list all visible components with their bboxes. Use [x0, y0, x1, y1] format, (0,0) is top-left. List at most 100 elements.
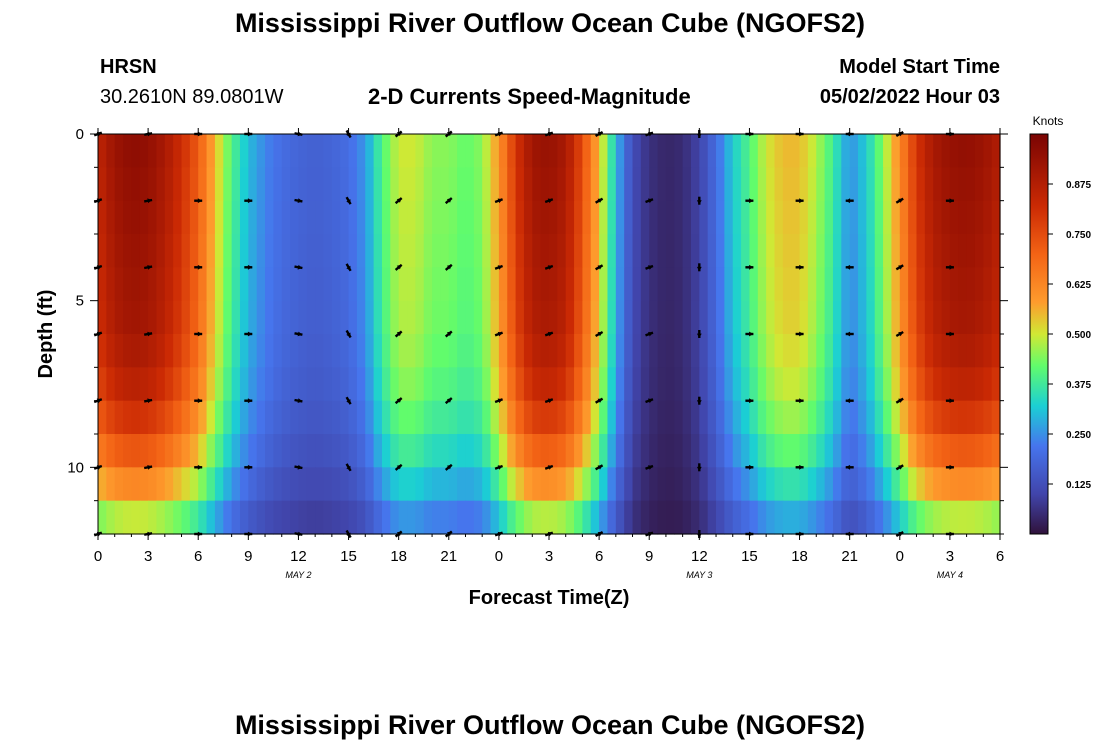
- heatmap-cell: [156, 200, 166, 235]
- heatmap-cell: [782, 200, 792, 235]
- heatmap-cell: [807, 167, 817, 202]
- heatmap-cell: [724, 400, 734, 435]
- heatmap-cell: [273, 467, 283, 502]
- heatmap-cell: [774, 467, 784, 502]
- heatmap-cell: [256, 300, 266, 335]
- heatmap-cell: [649, 300, 659, 335]
- heatmap-cell: [331, 334, 341, 368]
- current-vector: [444, 263, 453, 271]
- heatmap-cell: [983, 400, 993, 435]
- heatmap-cell: [398, 300, 408, 335]
- heatmap-cell: [657, 267, 667, 302]
- heatmap-cell: [340, 434, 350, 468]
- heatmap-cell: [507, 267, 517, 302]
- heatmap-cell: [490, 167, 500, 202]
- heatmap-cell: [699, 500, 709, 535]
- current-vector: [645, 464, 654, 470]
- heatmap-cell: [966, 400, 976, 435]
- heatmap-cell: [298, 300, 308, 335]
- heatmap-cell: [757, 167, 767, 202]
- current-vector: [494, 198, 504, 204]
- heatmap-cell: [899, 467, 909, 502]
- current-vector: [845, 398, 854, 404]
- heatmap-cell: [816, 434, 826, 468]
- current-vector: [244, 464, 253, 470]
- heatmap-cell: [716, 434, 725, 468]
- heatmap-cell: [381, 267, 391, 302]
- current-vector: [444, 463, 453, 471]
- heatmap-cell: [390, 300, 400, 335]
- heatmap-cell: [858, 300, 867, 335]
- heatmap-cell: [381, 367, 391, 402]
- heatmap-cell: [724, 467, 734, 502]
- heatmap-cell: [315, 134, 325, 168]
- heatmap-cell: [924, 500, 934, 535]
- heatmap-cell: [114, 500, 124, 535]
- heatmap-cell: [615, 234, 625, 268]
- heatmap-cell: [665, 234, 675, 268]
- heatmap-cell: [448, 500, 458, 535]
- heatmap-cell: [549, 200, 558, 235]
- heatmap-cell: [348, 400, 358, 435]
- heatmap-cell: [849, 400, 859, 435]
- heatmap-cell: [599, 467, 609, 502]
- heatmap-cell: [356, 267, 366, 302]
- current-vector: [595, 330, 604, 338]
- heatmap-cell: [373, 200, 383, 235]
- heatmap-cell: [766, 267, 776, 302]
- heatmap-cell: [891, 334, 901, 368]
- heatmap-cell: [690, 367, 700, 402]
- heatmap-cell: [457, 267, 467, 302]
- heatmap-cell: [256, 367, 266, 402]
- heatmap-cell: [632, 434, 642, 468]
- heatmap-cell: [615, 334, 625, 368]
- heatmap-cell: [590, 434, 600, 468]
- heatmap-cell: [381, 200, 391, 235]
- heatmap-cell: [649, 200, 659, 235]
- heatmap-cell: [281, 334, 291, 368]
- current-vector: [645, 398, 654, 404]
- heatmap-cell: [590, 300, 600, 335]
- heatmap-cell: [123, 234, 133, 268]
- heatmap-cell: [273, 300, 283, 335]
- heatmap-cell: [657, 334, 667, 368]
- heatmap-cell: [883, 367, 893, 402]
- heatmap-cell: [248, 400, 258, 435]
- heatmap-cell: [198, 500, 208, 535]
- heatmap-cell: [941, 400, 951, 435]
- heatmap-cell: [699, 167, 709, 202]
- heatmap-cell: [214, 267, 224, 302]
- heatmap-cell: [465, 200, 475, 235]
- heatmap-cell: [966, 467, 976, 502]
- heatmap-cell: [657, 500, 667, 535]
- heatmap-cell: [181, 400, 191, 435]
- heatmap-cell: [983, 367, 993, 402]
- heatmap-cell: [498, 367, 508, 402]
- heatmap-cell: [807, 267, 817, 302]
- heatmap-cell: [248, 234, 258, 268]
- heatmap-cell: [432, 134, 442, 168]
- heatmap-cell: [306, 467, 316, 502]
- heatmap-cell: [849, 234, 859, 268]
- heatmap-cell: [682, 434, 692, 468]
- heatmap-cell: [741, 434, 751, 468]
- heatmap-cell: [98, 500, 107, 535]
- heatmap-cell: [983, 300, 993, 335]
- heatmap-cell: [432, 234, 442, 268]
- heatmap-cell: [532, 167, 542, 202]
- heatmap-cell: [323, 334, 333, 368]
- heatmap-cell: [181, 434, 191, 468]
- heatmap-cell: [615, 400, 625, 435]
- heatmap-cell: [891, 400, 901, 435]
- heatmap-cell: [407, 134, 416, 168]
- x-tick-label: 3: [144, 548, 152, 565]
- colorbar-tick-label: 0.500: [1066, 330, 1091, 341]
- heatmap-cell: [924, 267, 934, 302]
- heatmap-cell: [774, 200, 784, 235]
- heatmap-cell: [624, 334, 634, 368]
- heatmap-cell: [816, 334, 826, 368]
- heatmap-cell: [649, 367, 659, 402]
- heatmap-cell: [557, 400, 567, 435]
- current-vector: [194, 398, 203, 404]
- heatmap-cell: [532, 267, 542, 302]
